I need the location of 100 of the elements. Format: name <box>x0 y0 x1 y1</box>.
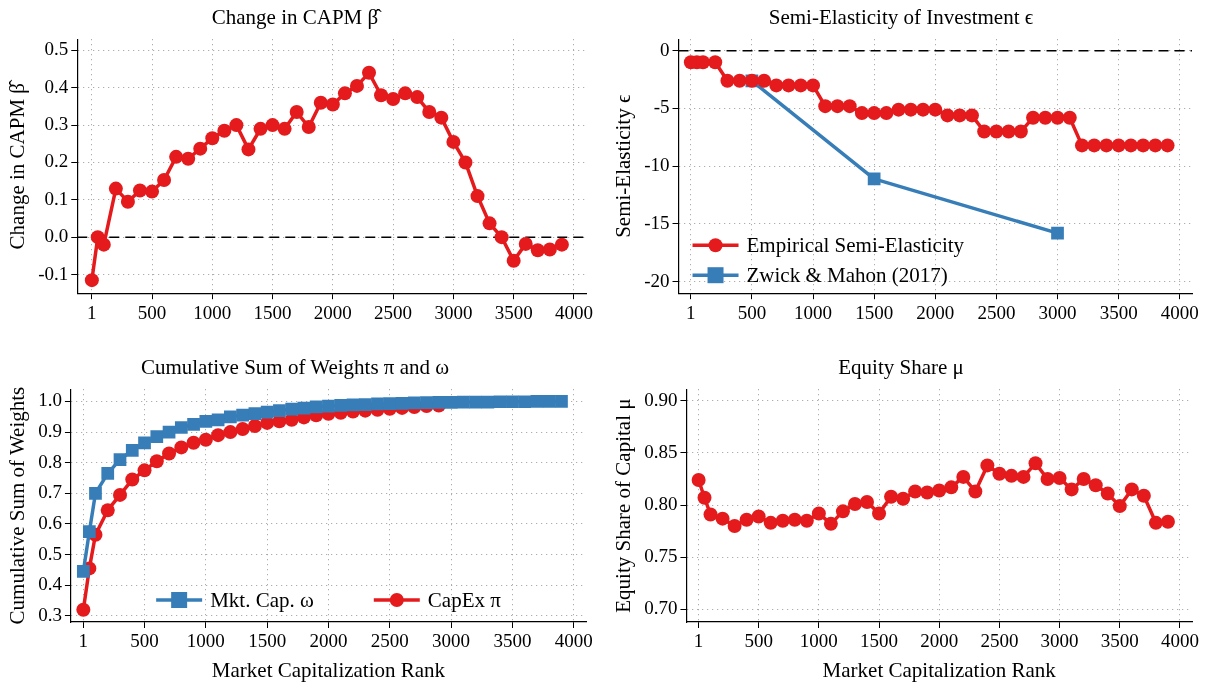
x-tick-label: 1 <box>78 630 89 652</box>
point <box>879 106 894 121</box>
point <box>76 565 90 578</box>
point <box>337 86 352 101</box>
point <box>113 453 127 467</box>
point <box>1016 469 1031 484</box>
point <box>248 407 262 421</box>
x-axis-title: Market Capitalization Rank <box>822 657 1057 682</box>
chart-title: Change in CAPM β̂ <box>211 5 383 30</box>
point <box>542 395 556 408</box>
point <box>193 141 208 156</box>
point <box>697 490 712 505</box>
y-tick-label: 0.7 <box>38 481 62 503</box>
y-tick-label: 0.3 <box>44 113 69 135</box>
point <box>952 108 967 123</box>
point <box>739 512 754 527</box>
x-tick-label: 4000 <box>1160 301 1199 323</box>
point <box>325 97 340 112</box>
point <box>145 184 160 199</box>
point <box>1112 499 1127 514</box>
y-tick-label: 1.0 <box>38 389 62 411</box>
point <box>1076 471 1091 486</box>
point <box>398 86 413 101</box>
point <box>187 418 200 431</box>
x-tick-label: 1500 <box>855 301 894 323</box>
point <box>1123 138 1138 153</box>
y-tick-label: 0.4 <box>44 75 69 97</box>
point <box>410 90 425 105</box>
y-tick-label: 0.1 <box>44 187 69 209</box>
y-tick-label: 0.90 <box>644 388 678 410</box>
point <box>1040 471 1055 486</box>
point <box>703 507 718 522</box>
y-tick-label: 0.70 <box>644 597 678 619</box>
x-tick-label: 3000 <box>1038 301 1077 323</box>
point <box>555 395 568 408</box>
point <box>374 88 389 103</box>
point <box>530 243 545 258</box>
point <box>458 155 473 170</box>
point <box>101 467 115 480</box>
y-tick-label: 0.5 <box>38 542 62 564</box>
point <box>113 487 127 502</box>
point <box>84 273 99 288</box>
x-tick-label: 2000 <box>313 301 352 323</box>
point <box>120 194 135 209</box>
point <box>422 105 437 120</box>
point <box>1074 138 1089 153</box>
x-tick-label: 3000 <box>1040 630 1079 652</box>
point <box>1062 110 1077 125</box>
point <box>289 105 304 120</box>
point <box>494 230 509 245</box>
point <box>482 216 497 231</box>
point <box>506 253 521 268</box>
point <box>211 413 225 427</box>
point <box>100 503 115 518</box>
point <box>346 398 360 412</box>
point <box>1051 226 1064 240</box>
point <box>432 396 446 409</box>
y-tick-label: 0.0 <box>44 225 69 247</box>
point <box>223 425 238 440</box>
point <box>1038 110 1053 125</box>
chart-title: Cumulative Sum of Weights π and ω <box>140 355 450 380</box>
y-tick-label: 0.9 <box>38 420 62 442</box>
x-tick-label: 3500 <box>1099 301 1138 323</box>
point <box>884 489 899 504</box>
point <box>1004 468 1019 483</box>
y-tick-label: 0.4 <box>38 573 63 595</box>
point <box>199 415 213 428</box>
point <box>763 515 778 530</box>
point <box>253 121 268 136</box>
point <box>362 65 377 80</box>
point <box>138 436 151 450</box>
y-tick-label: 0.2 <box>44 150 69 172</box>
point <box>769 78 784 93</box>
point <box>229 118 244 133</box>
point <box>720 73 735 88</box>
point <box>920 485 935 500</box>
point <box>150 430 164 444</box>
x-tick-label: 3500 <box>1100 630 1139 652</box>
chart-title: Equity Share μ <box>838 355 964 380</box>
point <box>940 108 955 123</box>
point <box>1148 515 1163 530</box>
x-tick-label: 4000 <box>1160 630 1199 652</box>
point <box>383 397 397 410</box>
point <box>1148 138 1163 153</box>
y-tick-label: 0.85 <box>644 440 678 462</box>
point <box>1050 110 1065 125</box>
point <box>691 473 706 488</box>
point <box>241 142 256 157</box>
point <box>334 399 348 412</box>
point <box>554 237 569 252</box>
point <box>211 428 226 443</box>
x-tick-label: 500 <box>744 630 773 652</box>
point <box>1100 486 1115 501</box>
point <box>181 151 196 166</box>
point <box>916 102 931 117</box>
point <box>82 525 96 538</box>
point <box>1064 482 1079 497</box>
point <box>89 486 102 500</box>
point <box>775 513 790 528</box>
point <box>854 106 869 121</box>
